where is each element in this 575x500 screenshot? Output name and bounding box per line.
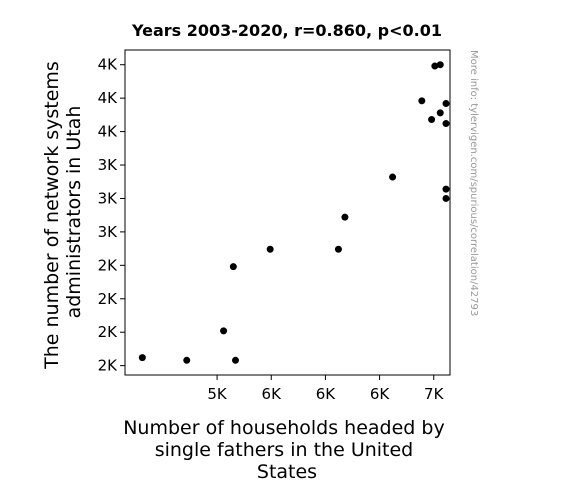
data-point bbox=[341, 213, 349, 221]
plot-area bbox=[124, 49, 451, 376]
y-tick-label: 4K bbox=[98, 123, 119, 141]
data-point bbox=[266, 245, 274, 253]
x-tick-label: 6K bbox=[316, 385, 337, 403]
data-point bbox=[334, 245, 342, 253]
y-tick-label: 2K bbox=[98, 357, 119, 375]
x-tick-label: 6K bbox=[262, 385, 283, 403]
y-tick-label: 2K bbox=[98, 290, 119, 308]
y-tick-label: 3K bbox=[98, 223, 119, 241]
y-tick-label: 2K bbox=[98, 323, 119, 341]
y-tick-label: 4K bbox=[98, 56, 119, 74]
x-axis-title-line-1: Number of households headed by bbox=[123, 417, 445, 439]
y-tick-label: 3K bbox=[98, 189, 119, 207]
x-axis-title-line-2: single fathers in the United bbox=[155, 439, 414, 461]
y-tick-label: 2K bbox=[98, 256, 119, 274]
data-point bbox=[442, 194, 450, 202]
chart-title: Years 2003-2020, r=0.860, p<0.01 bbox=[131, 21, 442, 40]
y-axis-title-line-1: The number of network systems bbox=[41, 61, 63, 370]
data-point bbox=[442, 185, 450, 193]
data-point bbox=[442, 99, 450, 107]
data-point bbox=[232, 356, 239, 364]
data-points bbox=[138, 61, 450, 364]
data-point bbox=[418, 97, 426, 105]
y-tick-label: 4K bbox=[98, 89, 119, 107]
data-point bbox=[183, 356, 191, 364]
y-tick-label: 3K bbox=[98, 156, 119, 174]
y-axis-title: The number of network systems administra… bbox=[41, 55, 85, 370]
watermark-text: More info: tylervigen.com/spurious/corre… bbox=[468, 50, 479, 316]
data-point bbox=[229, 263, 237, 271]
y-axis-title-line-2: administrators in Utah bbox=[63, 106, 85, 319]
x-tick-label: 7K bbox=[424, 385, 445, 403]
y-axis: 2K 2K 2K 2K 3K 3K 3K 4K 4K 4K bbox=[98, 56, 125, 375]
data-point bbox=[431, 62, 439, 70]
data-point bbox=[138, 354, 146, 362]
data-point bbox=[436, 61, 444, 69]
x-axis: 5K 6K 6K 6K 7K bbox=[207, 375, 445, 403]
data-point bbox=[389, 173, 397, 181]
data-point bbox=[436, 109, 444, 117]
x-tick-label: 5K bbox=[207, 385, 228, 403]
x-axis-title: Number of households headed by single fa… bbox=[123, 417, 451, 483]
x-tick-label: 6K bbox=[370, 385, 391, 403]
data-point bbox=[428, 116, 436, 124]
data-point bbox=[220, 327, 228, 335]
x-axis-title-line-3: States bbox=[257, 461, 317, 483]
data-point bbox=[442, 120, 450, 128]
